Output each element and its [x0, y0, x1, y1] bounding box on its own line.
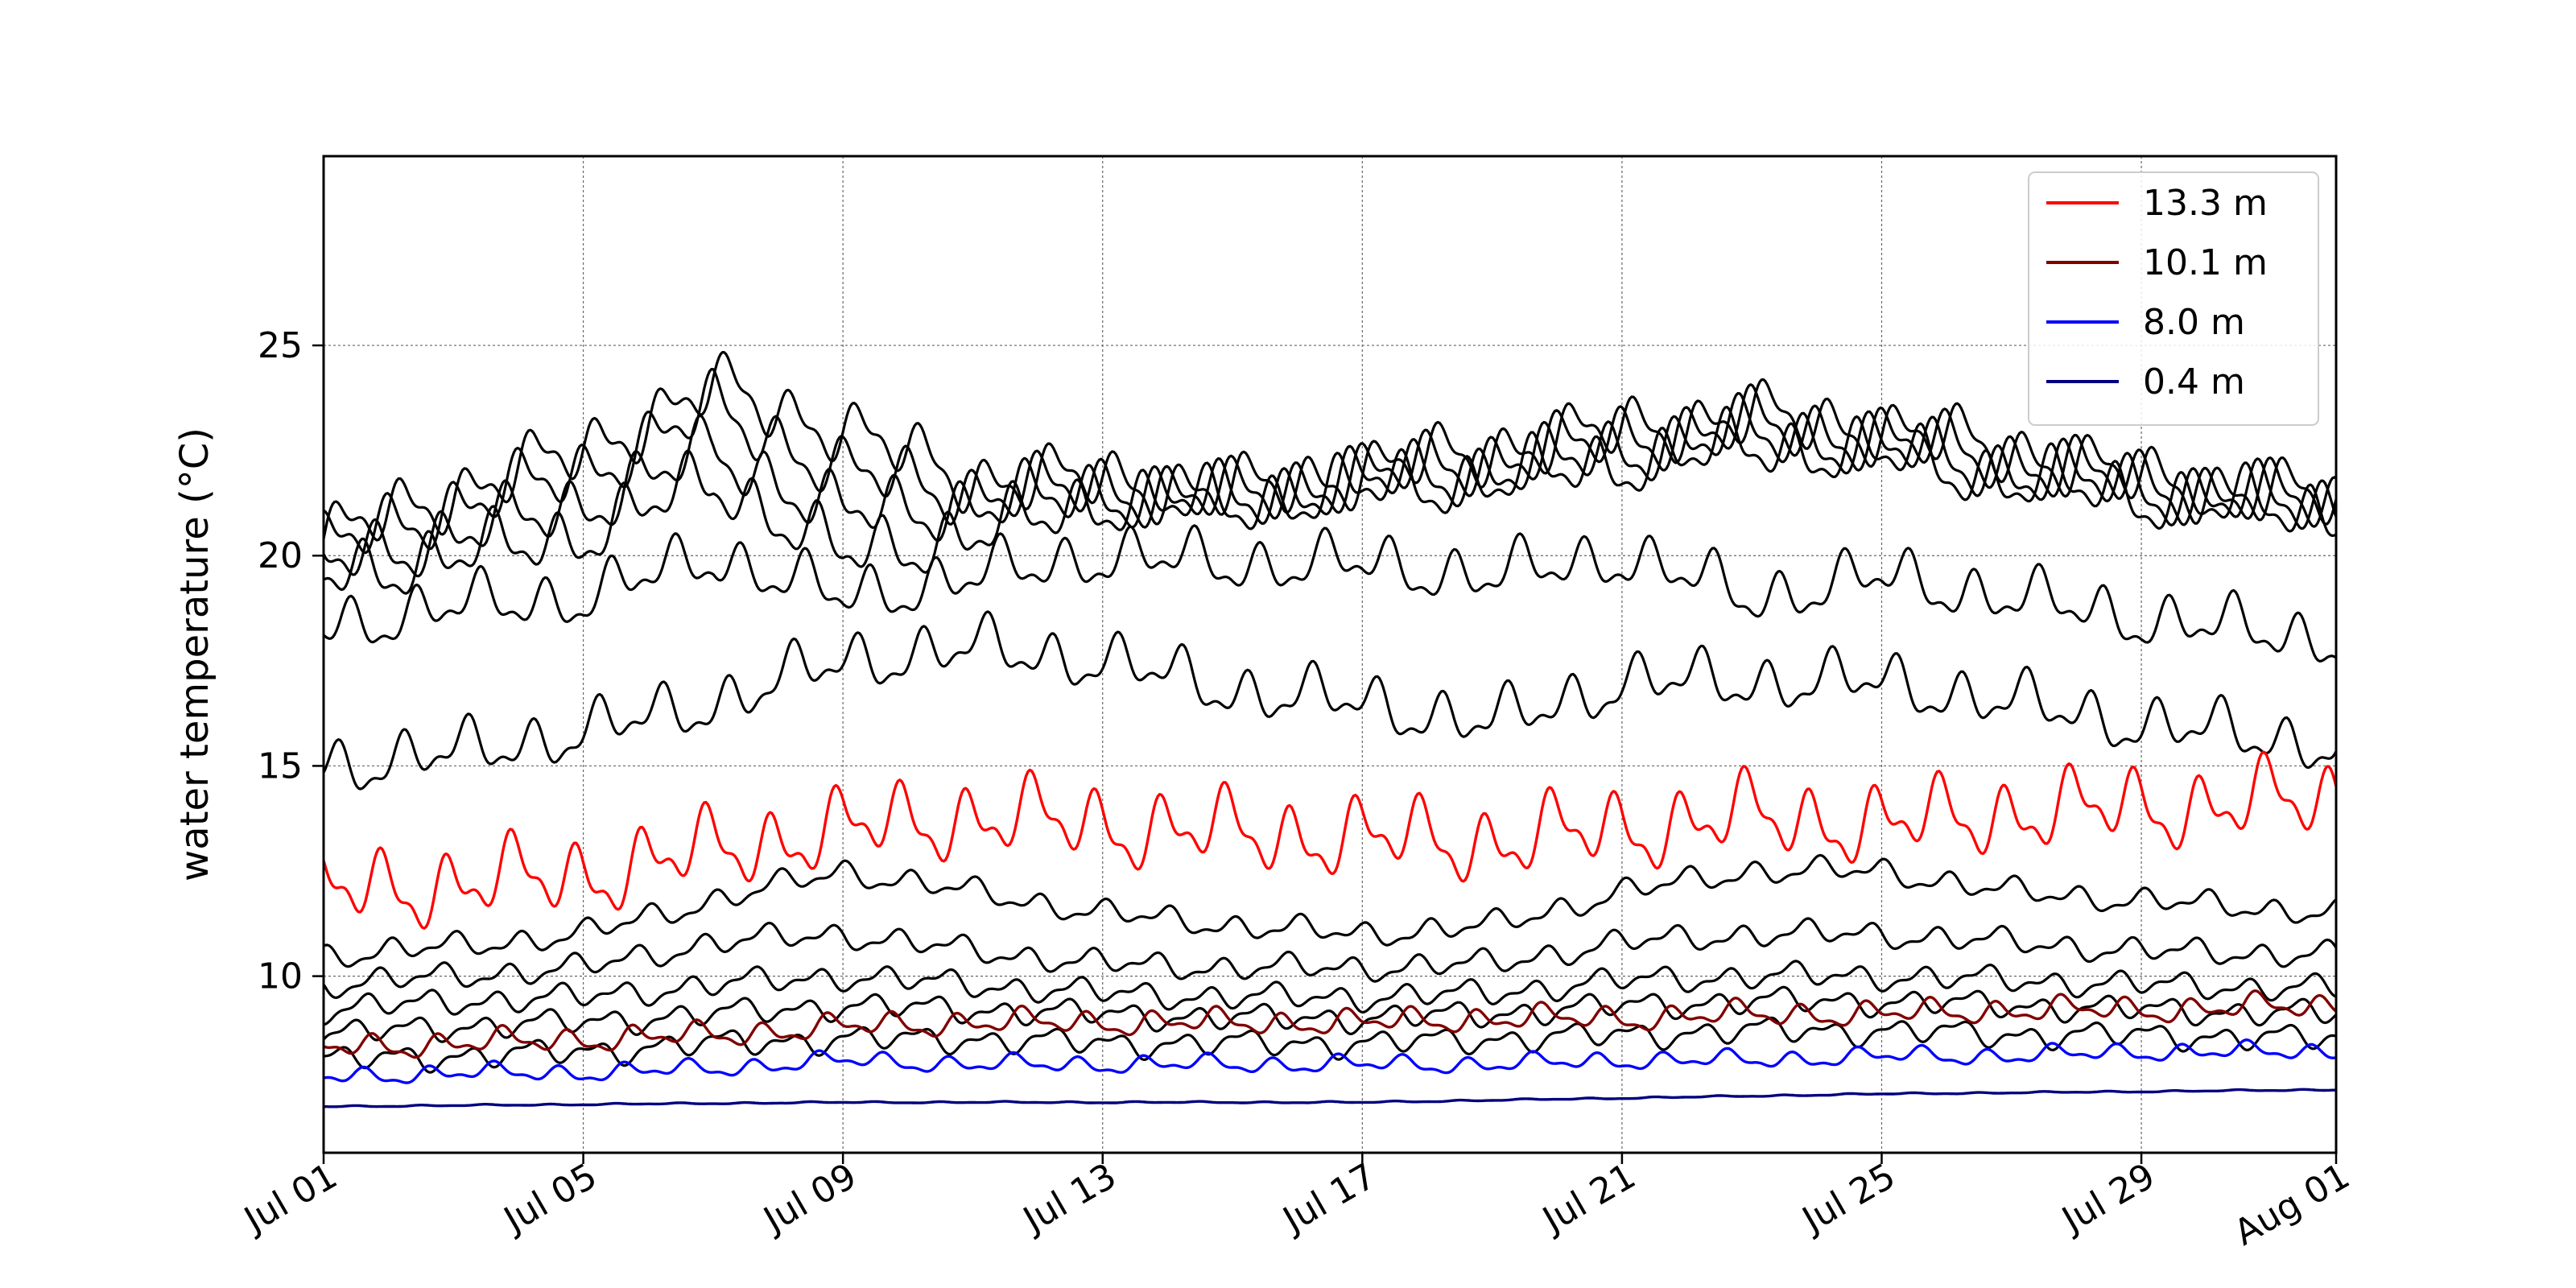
series-lines	[324, 351, 2336, 1108]
background-series-line	[324, 853, 2336, 968]
legend-label: 13.3 m	[2143, 183, 2268, 224]
background-series-line	[324, 917, 2336, 999]
series-line	[324, 1038, 2336, 1084]
series-line	[324, 989, 2336, 1059]
y-tick-label: 10	[258, 956, 303, 997]
background-series-line	[324, 368, 2336, 555]
background-series-line	[324, 985, 2336, 1043]
series-line	[324, 750, 2336, 930]
legend-label: 10.1 m	[2143, 242, 2268, 283]
background-series-line	[324, 406, 2336, 595]
background-series-line	[324, 1016, 2336, 1074]
x-tick-label: Jul 21	[1534, 1155, 1643, 1241]
y-tick-label: 20	[258, 535, 303, 576]
y-tick-label: 15	[258, 745, 303, 786]
y-axis-label: water temperature (°C)	[172, 427, 217, 881]
x-tick-label: Jul 05	[495, 1155, 604, 1241]
series-line	[324, 1088, 2336, 1108]
x-tick-label: Jul 25	[1794, 1155, 1902, 1241]
x-tick-label: Jul 29	[2054, 1155, 2162, 1241]
y-tick-label: 25	[258, 325, 303, 366]
legend-label: 8.0 m	[2143, 302, 2245, 343]
background-series-line	[324, 524, 2336, 663]
x-tick-label: Jul 09	[755, 1155, 864, 1241]
x-tick-label: Aug 01	[2227, 1155, 2357, 1253]
x-tick-label: Jul 17	[1274, 1155, 1383, 1241]
x-tick-label: Jul 01	[236, 1155, 345, 1241]
x-tick-label: Jul 13	[1015, 1155, 1124, 1241]
legend-box	[2028, 171, 2319, 426]
background-series-line	[324, 960, 2336, 1026]
background-series-line	[324, 610, 2336, 791]
background-series-line	[324, 351, 2336, 542]
legend-label: 0.4 m	[2143, 361, 2245, 402]
background-series-line	[324, 392, 2336, 578]
plot-frame	[322, 155, 2338, 1154]
legend: 13.3 m 10.1 m 8.0 m 0.4 m	[2028, 171, 2319, 426]
